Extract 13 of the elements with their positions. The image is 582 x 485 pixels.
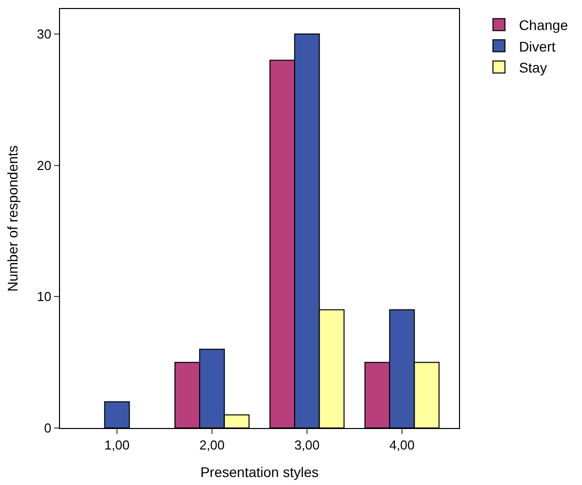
y-tick-label: 0	[44, 420, 52, 436]
x-tick-label: 3,00	[294, 438, 320, 453]
y-tick-label: 30	[36, 26, 52, 42]
legend-label: Change	[518, 17, 568, 34]
y-tick-label: 10	[36, 289, 52, 304]
legend-label: Stay	[518, 59, 547, 76]
y-axis-title: Number of respondents	[4, 145, 21, 292]
x-axis-title: Presentation styles	[200, 464, 319, 480]
y-tick-label: 20	[36, 158, 52, 173]
x-tick-label: 1,00	[104, 438, 130, 453]
legend-label: Divert	[518, 38, 556, 54]
x-tick-label: 4,00	[389, 438, 415, 453]
x-tick-label: 2,00	[199, 438, 225, 453]
